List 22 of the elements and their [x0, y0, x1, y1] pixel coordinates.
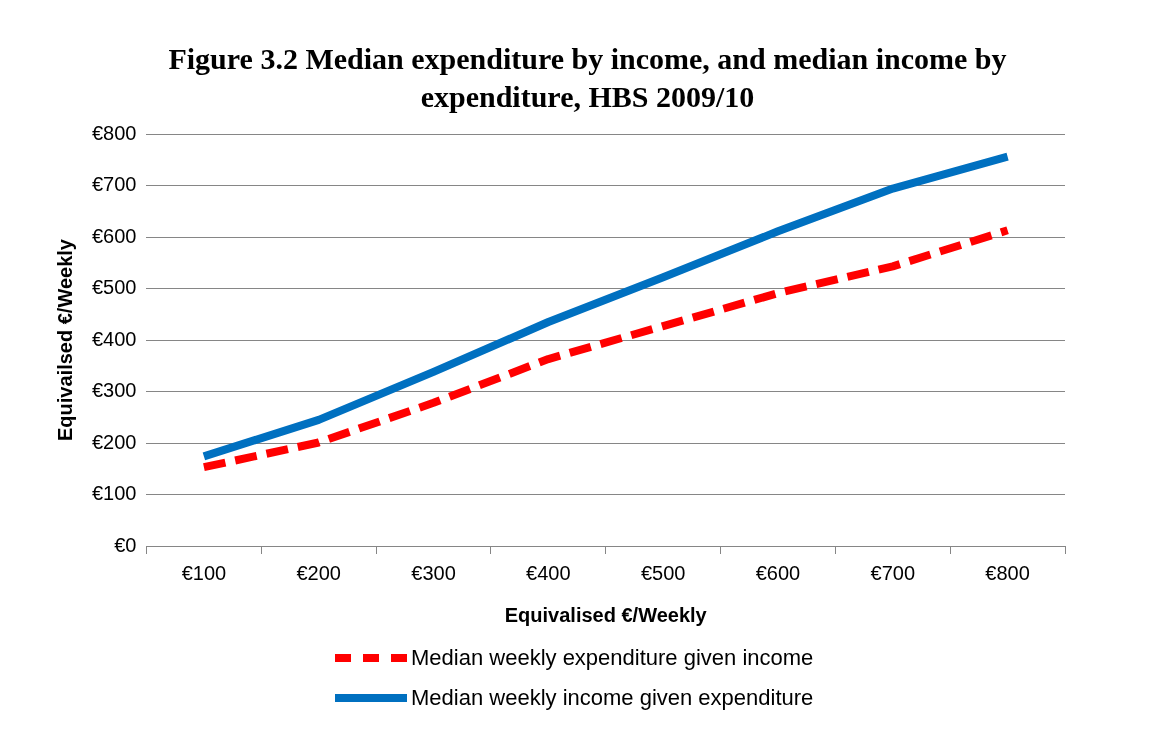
y-tick-label: €800: [91, 121, 137, 144]
y-tick-label: €0: [114, 533, 137, 556]
y-tick-label: €100: [91, 482, 137, 505]
y-tick-label: €200: [91, 430, 137, 453]
x-tick-label: €600: [755, 561, 801, 584]
x-tick-label: €100: [181, 561, 227, 584]
x-tick-label: €500: [640, 561, 686, 584]
x-tick-label: €400: [526, 561, 571, 584]
y-tick-label: €300: [91, 379, 137, 402]
x-tick-label: €700: [870, 561, 916, 584]
y-tick-label: €700: [91, 173, 137, 196]
chart-title: Figure 3.2 Median expenditure by income, and median income by expenditure, HBS 2009/10: [167, 41, 1008, 115]
x-axis-title: Equivalised €/Weekly: [504, 603, 708, 626]
y-axis-title: Equivailsed €/Weekly: [53, 238, 76, 441]
y-tick-label: €400: [91, 327, 137, 350]
legend-label: Median weekly expenditure given income: [411, 645, 814, 671]
x-tick-label: €800: [985, 561, 1030, 584]
x-tick-label: €200: [296, 561, 341, 584]
x-tick-label: €300: [411, 561, 456, 584]
y-tick-label: €500: [91, 276, 137, 299]
y-tick-label: €600: [91, 224, 137, 247]
legend-label: Median weekly income given expenditure: [411, 685, 814, 711]
